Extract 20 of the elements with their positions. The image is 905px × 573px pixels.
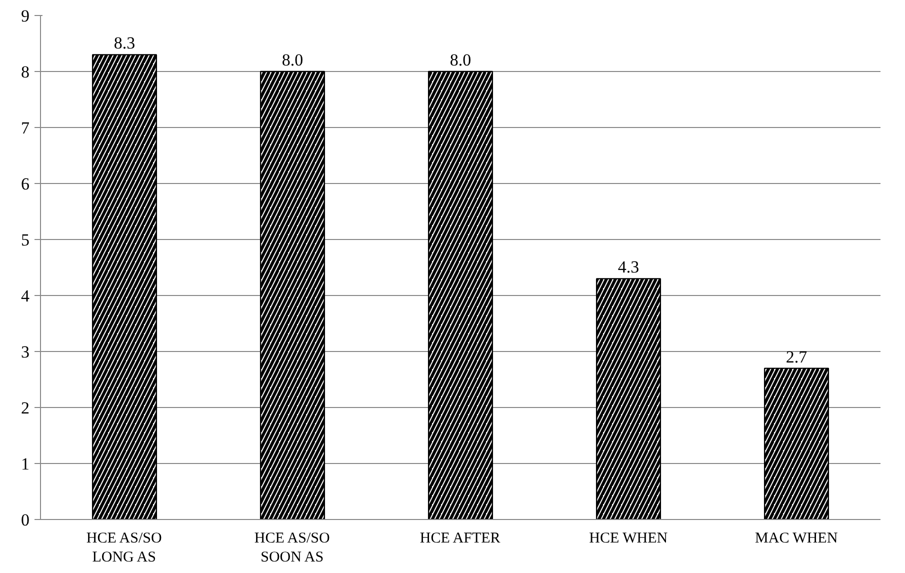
x-tick-label: HCE AS/SO SOON AS xyxy=(254,530,330,566)
data-label: 8.3 xyxy=(114,34,136,53)
data-label: 2.7 xyxy=(786,347,808,366)
y-tick-label: 6 xyxy=(21,174,30,194)
y-tick-label: 7 xyxy=(21,118,30,138)
y-tick-label: 0 xyxy=(21,510,30,530)
y-tick-label: 5 xyxy=(21,230,30,250)
data-label: 8.0 xyxy=(282,50,304,70)
x-tick-label: HCE AFTER xyxy=(420,530,500,546)
y-tick-label: 8 xyxy=(21,62,30,82)
x-tick-label: HCE WHEN xyxy=(589,530,668,546)
x-tick-label: MAC WHEN xyxy=(755,530,838,546)
y-tick-label: 4 xyxy=(21,286,30,306)
y-tick-label: 9 xyxy=(21,6,30,26)
data-label: 4.3 xyxy=(618,258,640,277)
data-label: 8.0 xyxy=(450,50,472,70)
y-tick-label: 2 xyxy=(21,398,30,418)
x-tick-label: HCE AS/SO LONG AS xyxy=(86,530,162,566)
y-tick-label: 1 xyxy=(21,454,30,474)
y-tick-label: 3 xyxy=(21,342,30,362)
